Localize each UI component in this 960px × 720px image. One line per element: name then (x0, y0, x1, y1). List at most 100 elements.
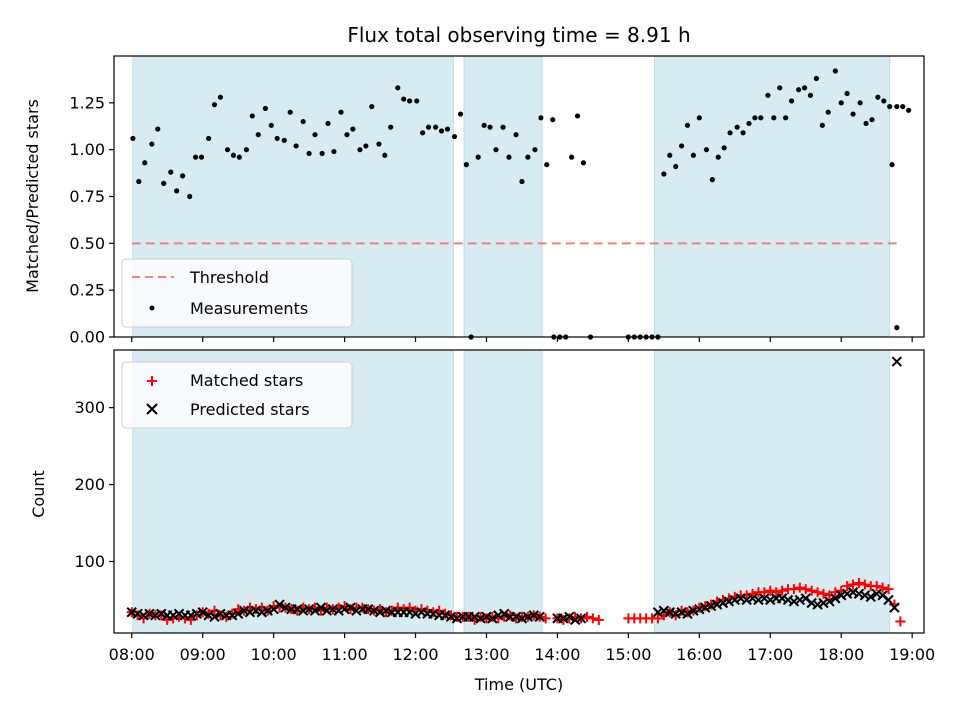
predicted-mark-b (445, 611, 457, 623)
measurement-point (796, 87, 802, 93)
measurement-point (350, 126, 356, 132)
predicted-star-point (652, 607, 664, 618)
x-tick-label: 12:00 (392, 645, 438, 664)
predicted-star-point (516, 613, 528, 624)
measurement-point (538, 115, 544, 121)
predicted-star-point (830, 593, 841, 604)
predicted-mark-b (297, 605, 309, 616)
top-measurement-points (130, 68, 912, 340)
measurement-point (525, 154, 531, 160)
predicted-mark-b (516, 613, 528, 624)
predicted-star-point (138, 610, 149, 621)
predicted-mark-b (682, 608, 693, 619)
predicted-mark-b (132, 608, 143, 619)
predicted-star-point (126, 607, 137, 618)
predicted-star-point (865, 591, 876, 603)
predicted-star-point (244, 607, 256, 618)
predicted-mark-b (439, 610, 451, 621)
measurement-point (287, 109, 293, 115)
measurement-point (727, 130, 733, 136)
bottom-axes-frame (113, 349, 925, 634)
predicted-mark-b (262, 605, 273, 616)
predicted-star-point (794, 594, 806, 606)
bottom-axes: 100 200 300 08:00 09:00 10:00 11:00 12:00 13:00 1… (74, 349, 935, 664)
measurement-point (889, 162, 895, 168)
measurement-point (420, 130, 426, 136)
predicted-mark-b (404, 607, 415, 618)
measurement-point (268, 122, 274, 128)
top-y-tick-label: 1.00 (69, 140, 105, 159)
predicted-star-point (688, 605, 699, 616)
predicted-mark-b (363, 603, 374, 615)
predicted-star-point (339, 603, 350, 615)
measurement-point (894, 325, 900, 331)
predicted-star-point (274, 599, 285, 610)
predicted-mark-b (759, 593, 770, 604)
predicted-star-point (765, 594, 776, 606)
predicted-mark-b (747, 593, 758, 604)
predicted-mark-b (345, 602, 356, 613)
measurement-point (312, 132, 318, 138)
predicted-mark-b (836, 590, 847, 601)
measurement-point (869, 117, 875, 123)
predicted-mark-b (891, 356, 903, 367)
legend-predicted-label: Predicted stars (190, 400, 310, 419)
top-axes: 0.00 0.25 0.50 0.75 1.00 1.25 (69, 55, 925, 347)
predicted-mark-b (717, 597, 729, 609)
measurement-point (544, 162, 550, 168)
predicted-star-point (658, 605, 670, 616)
predicted-mark-b (126, 607, 137, 618)
legend-predicted-swatch (146, 403, 158, 415)
predicted-star-point (889, 602, 900, 613)
predicted-star-point (788, 596, 800, 607)
predicted-star-point (711, 599, 723, 610)
predicted-mark-b (238, 605, 250, 616)
predicted-mark-b (315, 602, 327, 613)
predicted-mark-b (705, 600, 717, 612)
predicted-star-point (404, 607, 415, 618)
predicted-star-point (487, 613, 498, 624)
top-legend-box (121, 258, 353, 328)
predicted-star-point (747, 593, 758, 604)
predicted-mark-b (144, 608, 155, 619)
predicted-star-point (510, 611, 522, 623)
predicted-mark-b (711, 599, 723, 610)
measurement-point (574, 113, 581, 119)
top-shaded-interval-2 (653, 55, 891, 338)
predicted-star-point (167, 610, 179, 621)
predicted-mark-b (327, 603, 338, 615)
matched-star-point (788, 584, 799, 595)
predicted-mark-b (889, 602, 900, 613)
predicted-star-point (841, 588, 853, 599)
predicted-star-point (445, 611, 457, 623)
matched-star-point (818, 588, 829, 599)
measurement-point (661, 171, 667, 177)
matched-star-point (859, 579, 870, 590)
predicted-star-point (694, 603, 705, 615)
matched-star-point (895, 616, 906, 627)
measurement-point (192, 154, 199, 160)
measurement-point (500, 124, 506, 130)
predicted-mark-b (658, 605, 670, 616)
measurement-point (425, 124, 432, 130)
predicted-star-point (416, 607, 427, 618)
measurement-point (451, 133, 458, 140)
predicted-mark-b (339, 603, 350, 615)
matched-star-point (871, 581, 882, 592)
predicted-star-point (759, 593, 770, 604)
predicted-star-point (812, 599, 823, 610)
predicted-mark-b (493, 610, 504, 621)
top-y-tick-label: 0.75 (69, 187, 105, 206)
x-tick-label: 19:00 (889, 645, 935, 664)
measurement-point (771, 115, 777, 121)
matched-star-point (853, 578, 864, 589)
matched-star-point (848, 579, 859, 590)
predicted-star-point (428, 608, 439, 619)
measurement-point (721, 145, 727, 151)
measurement-point (894, 103, 900, 110)
measurement-point (783, 115, 789, 121)
measurement-point (788, 98, 795, 104)
predicted-mark-b (558, 613, 569, 624)
x-tick-label: 18:00 (818, 645, 864, 664)
measurement-point (752, 115, 758, 121)
